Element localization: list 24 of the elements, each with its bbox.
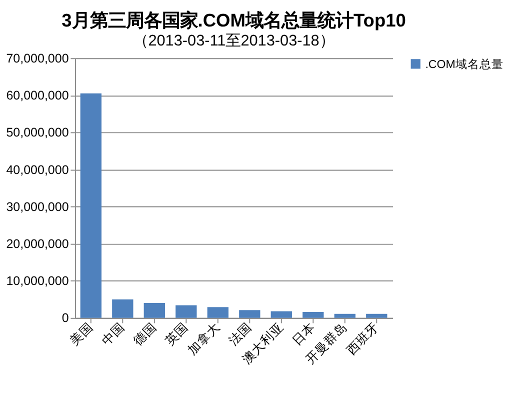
bar: [366, 314, 388, 318]
bar: [270, 311, 292, 318]
y-tick-label: 0: [62, 311, 69, 326]
bar: [334, 314, 356, 318]
y-tick-label: 40,000,000: [6, 162, 69, 177]
chart-subtitle: （2013-03-11至2013-03-18）: [133, 32, 334, 50]
chart-title: 3月第三周各国家.COM域名总量统计Top10: [62, 9, 406, 30]
y-tick-label: 20,000,000: [6, 237, 69, 252]
bar: [176, 305, 197, 318]
x-tick-label: 德国: [130, 319, 160, 348]
bar: [239, 310, 260, 318]
x-tick-label: 中国: [98, 319, 128, 348]
y-tick-label: 10,000,000: [6, 274, 69, 288]
bar: [144, 303, 165, 318]
y-tick-label: 50,000,000: [6, 126, 69, 140]
bar: [112, 299, 134, 318]
bar: [80, 93, 102, 318]
legend-label: .COM域名总量: [425, 58, 504, 71]
bar: [302, 312, 324, 318]
y-tick-label: 70,000,000: [6, 51, 69, 66]
bar: [207, 307, 228, 318]
x-tick-label: 法国: [226, 319, 254, 348]
y-tick-label: 30,000,000: [6, 200, 69, 214]
y-tick-label: 60,000,000: [6, 88, 69, 103]
